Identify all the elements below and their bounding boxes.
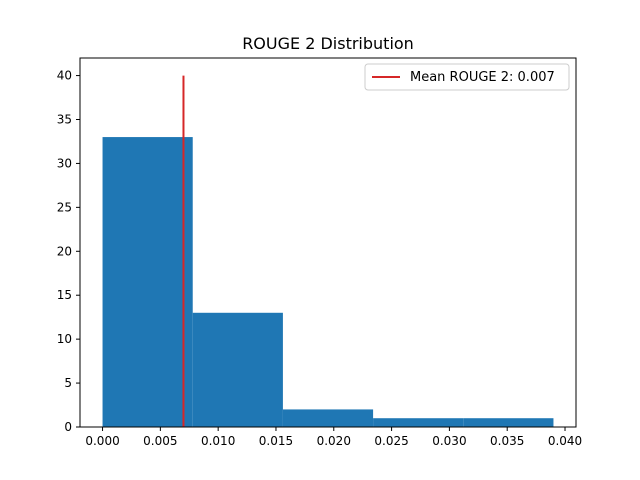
x-tick-label: 0.015 [259, 434, 293, 448]
y-tick-label: 15 [57, 288, 72, 302]
y-tick-label: 35 [57, 113, 72, 127]
y-axis-ticks: 0 5 10 15 20 25 30 35 40 [57, 69, 80, 434]
x-tick-label: 0.040 [548, 434, 582, 448]
histogram-bar-5 [463, 418, 554, 427]
histogram-bar-2 [192, 312, 283, 427]
histogram-bar-1 [102, 137, 193, 428]
y-tick-label: 25 [57, 200, 72, 214]
histogram-bar-4 [373, 418, 464, 427]
y-tick-label: 20 [57, 244, 72, 258]
y-tick-label: 10 [57, 332, 72, 346]
x-axis-ticks: 0.000 0.005 0.010 0.015 0.020 0.025 0.030 0.035… [85, 427, 582, 448]
x-tick-label: 0.025 [374, 434, 408, 448]
x-tick-label: 0.030 [432, 434, 466, 448]
x-tick-label: 0.005 [143, 434, 177, 448]
y-tick-label: 5 [64, 376, 72, 390]
histogram-bars [102, 137, 554, 428]
x-tick-label: 0.020 [317, 434, 351, 448]
axes-frame [79, 57, 577, 428]
y-tick-label: 0 [64, 420, 72, 434]
legend: Mean ROUGE 2: 0.007 [364, 63, 570, 91]
x-tick-label: 0.035 [490, 434, 524, 448]
chart-title: ROUGE 2 Distribution [242, 34, 414, 53]
x-tick-label: 0.010 [201, 434, 235, 448]
y-tick-label: 40 [57, 69, 72, 83]
x-tick-label: 0.000 [85, 434, 119, 448]
legend-label: Mean ROUGE 2: 0.007 [410, 70, 555, 85]
histogram-bar-3 [282, 409, 374, 427]
y-tick-label: 30 [57, 156, 72, 170]
legend-box [364, 63, 570, 91]
